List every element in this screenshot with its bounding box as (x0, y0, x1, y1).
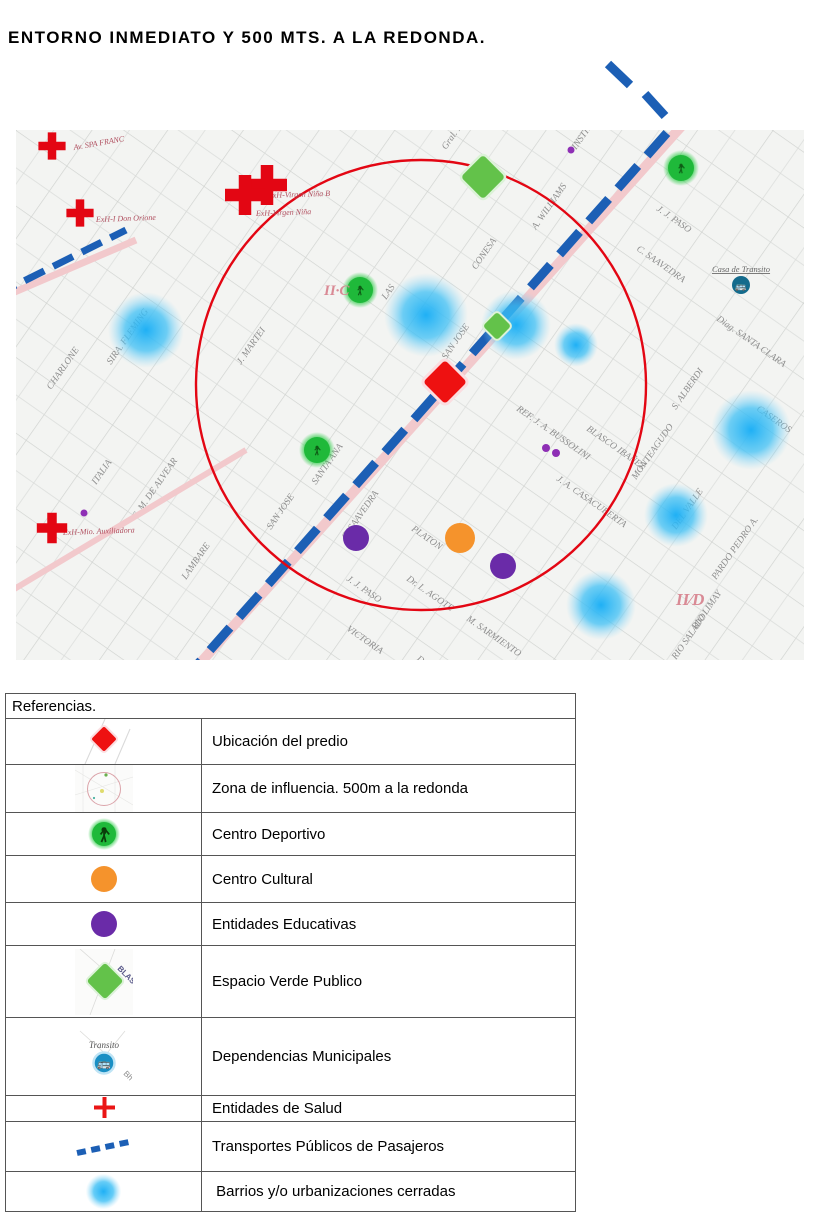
svg-text:II⁄D: II⁄D (675, 590, 704, 609)
svg-text:Casa de Transito: Casa de Transito (712, 264, 770, 274)
svg-text:🚌: 🚌 (97, 1058, 111, 1070)
svg-text:🚌: 🚌 (735, 281, 746, 291)
svg-text:II·C: II·C (323, 283, 350, 299)
svg-text:Transito: Transito (88, 1040, 119, 1050)
